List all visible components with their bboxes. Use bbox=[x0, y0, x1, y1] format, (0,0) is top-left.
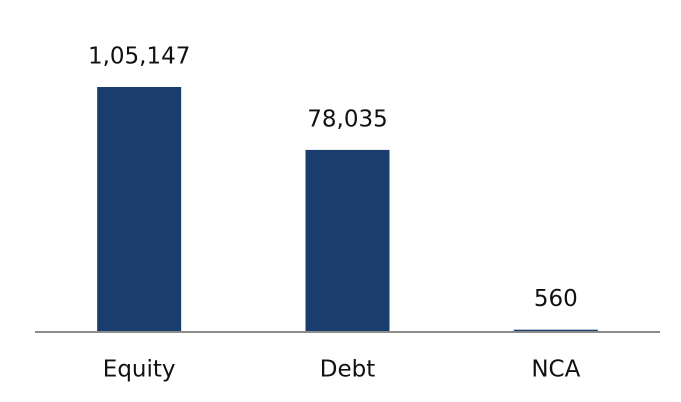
x-tick-label: Debt bbox=[320, 357, 375, 383]
value-label: 1,05,147 bbox=[88, 44, 190, 70]
bar bbox=[305, 149, 390, 331]
x-tick-label: Equity bbox=[103, 357, 176, 383]
bar bbox=[513, 329, 598, 331]
x-tick-label: NCA bbox=[531, 357, 580, 383]
value-label: 78,035 bbox=[307, 106, 387, 132]
value-label: 560 bbox=[534, 286, 578, 312]
bar bbox=[97, 87, 182, 331]
